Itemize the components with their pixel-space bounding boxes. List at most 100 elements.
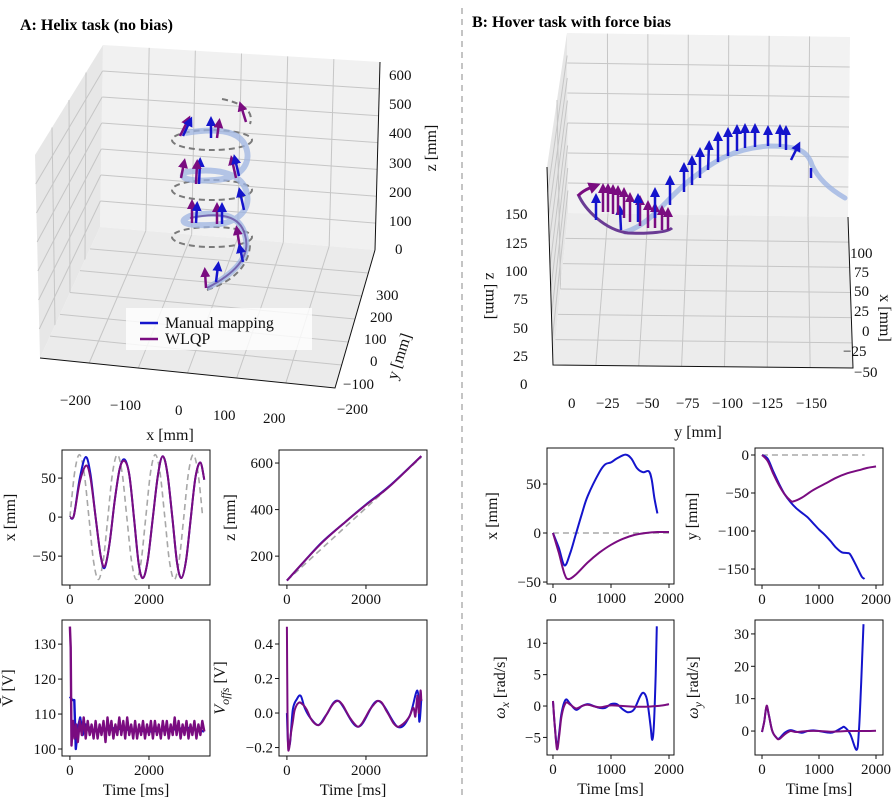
legend-label-wlqp: WLQP [165,331,210,348]
hover-z-axis-label: z [mm] [482,273,499,320]
reference-ring [171,179,253,201]
y-tick-label: 100 [364,332,387,348]
x-axis-label: Time [ms] [786,781,853,798]
series-wlqp [68,626,206,747]
x-tick-label: 1000 [804,592,834,608]
subplot-xmm: 0 1000 2000 −50 0 50 x [mm] [484,447,684,607]
y-tick-label: 200 [370,310,393,326]
helix-z-axis-label: z [mm] [423,125,440,172]
grid-line [548,77,568,217]
helix-3d-plot: 600 500 400 300 200 100 0 z [mm] 300 200… [35,45,440,444]
grid-line [557,313,852,319]
x-tick-label: −100 [110,398,141,414]
y-tick-label: −50 [636,396,659,412]
y-axis-label-symbol: V [212,703,229,715]
y-tick-label: −200 [337,402,368,418]
grid-line [100,174,377,197]
x-tick-label: 0 [758,592,766,608]
y-axis-label: ωy [rad/s] [685,656,705,718]
grid-line [36,122,103,243]
y-tick-label: −150 [718,562,749,578]
x-tick-label: 0 [175,403,183,419]
grid-line [102,70,380,90]
series-group [761,624,877,751]
y-tick-label: 0 [568,396,576,412]
hover-trajectory-manual [622,143,848,235]
x-tick-label: 75 [854,265,869,281]
y-tick-label: 0 [534,699,542,715]
x-tick-label: 0 [758,762,766,778]
legend: Manual mapping WLQP [126,308,312,350]
z-tick-label: 300 [389,156,412,172]
arrow-manual [615,205,626,231]
x-axis-label: Time [ms] [320,782,387,799]
x-tick-label: 2000 [351,592,381,608]
reference-ring [171,226,253,248]
hover-x-axis-label: x [mm] [876,294,893,342]
grid-line [550,145,569,291]
series-wlqp [285,626,423,752]
arrow-manual [703,140,714,171]
y-tick-label: 100 [34,742,57,758]
grid-line [101,122,378,144]
arrow-wlqp [200,267,211,289]
y-tick-label: −100 [712,396,743,412]
grid-line [38,174,102,301]
arrow-wlqp [191,159,202,185]
grid-line [35,70,104,185]
grid-line [49,335,342,366]
grid-line [565,237,849,243]
x-tick-label: 100 [850,246,873,262]
hover-z-ticks: 150 125 100 75 50 25 0 [505,207,528,393]
grid-line [84,72,87,260]
arrow-manual [212,261,223,283]
hover-x-ticks: 100 75 50 25 0 −25 −50 [843,246,877,381]
x-tick-label: 0 [549,591,557,607]
y-tick-label: 400 [251,503,274,519]
grid-line [282,56,289,243]
y-tick-label: −0.2 [246,741,273,757]
grid-line [555,339,853,344]
z-tick-label: 50 [513,321,528,337]
x-tick-label: 0 [66,763,74,779]
subplot-xmm: 0 2000 −50 0 50 x [mm] [2,449,211,608]
reference-ring [171,129,253,151]
series-manual-mapping [285,689,423,749]
y-tick-label: −100 [718,524,749,540]
y-tick-label: −25 [596,396,619,412]
subplot-voffsv: 0 2000 −0.2 0.0 0.2 0.4 Voffs [V] Time [ms] [212,619,428,799]
y-tick-label: −75 [676,396,699,412]
x-tick-label: 0 [862,324,870,340]
series-group [285,626,423,752]
x-tick-label: 0 [66,592,74,608]
y-tick-label: 120 [34,672,57,688]
z-tick-label: 200 [389,185,412,201]
series-group [68,453,206,581]
grid-line [567,92,850,98]
hover-y-ticks: 0 −25 −50 −75 −100 −125 −150 [568,396,827,412]
helix-x-ticks: −200 −100 0 100 200 [60,393,286,427]
grid-line [68,99,71,293]
x-tick-label: 1000 [596,762,626,778]
pane [40,227,375,388]
y-tick-label: 110 [34,707,56,723]
arrow-manual [236,243,246,263]
helix-x-axis-label: x [mm] [146,427,194,444]
x-tick-label: 2000 [861,592,891,608]
axis-line [546,166,854,369]
helix-z-ticks: 600 500 400 300 200 100 0 [389,68,412,258]
y-tick-label: −125 [752,396,783,412]
z-tick-label: 0 [395,242,403,258]
x-tick-label: 25 [854,304,869,320]
y-axis-label: x [mm] [484,492,501,540]
z-axis-line [374,61,381,251]
x-tick-label: −50 [854,365,877,381]
grid-line [562,263,850,268]
y-tick-label: 50 [526,477,541,493]
grid-line [551,190,569,341]
arrow-manual [194,157,205,185]
y-axis-label-symbol: ω [492,707,509,718]
y-tick-label: 600 [251,456,274,472]
y-tick-label: 200 [251,549,274,565]
